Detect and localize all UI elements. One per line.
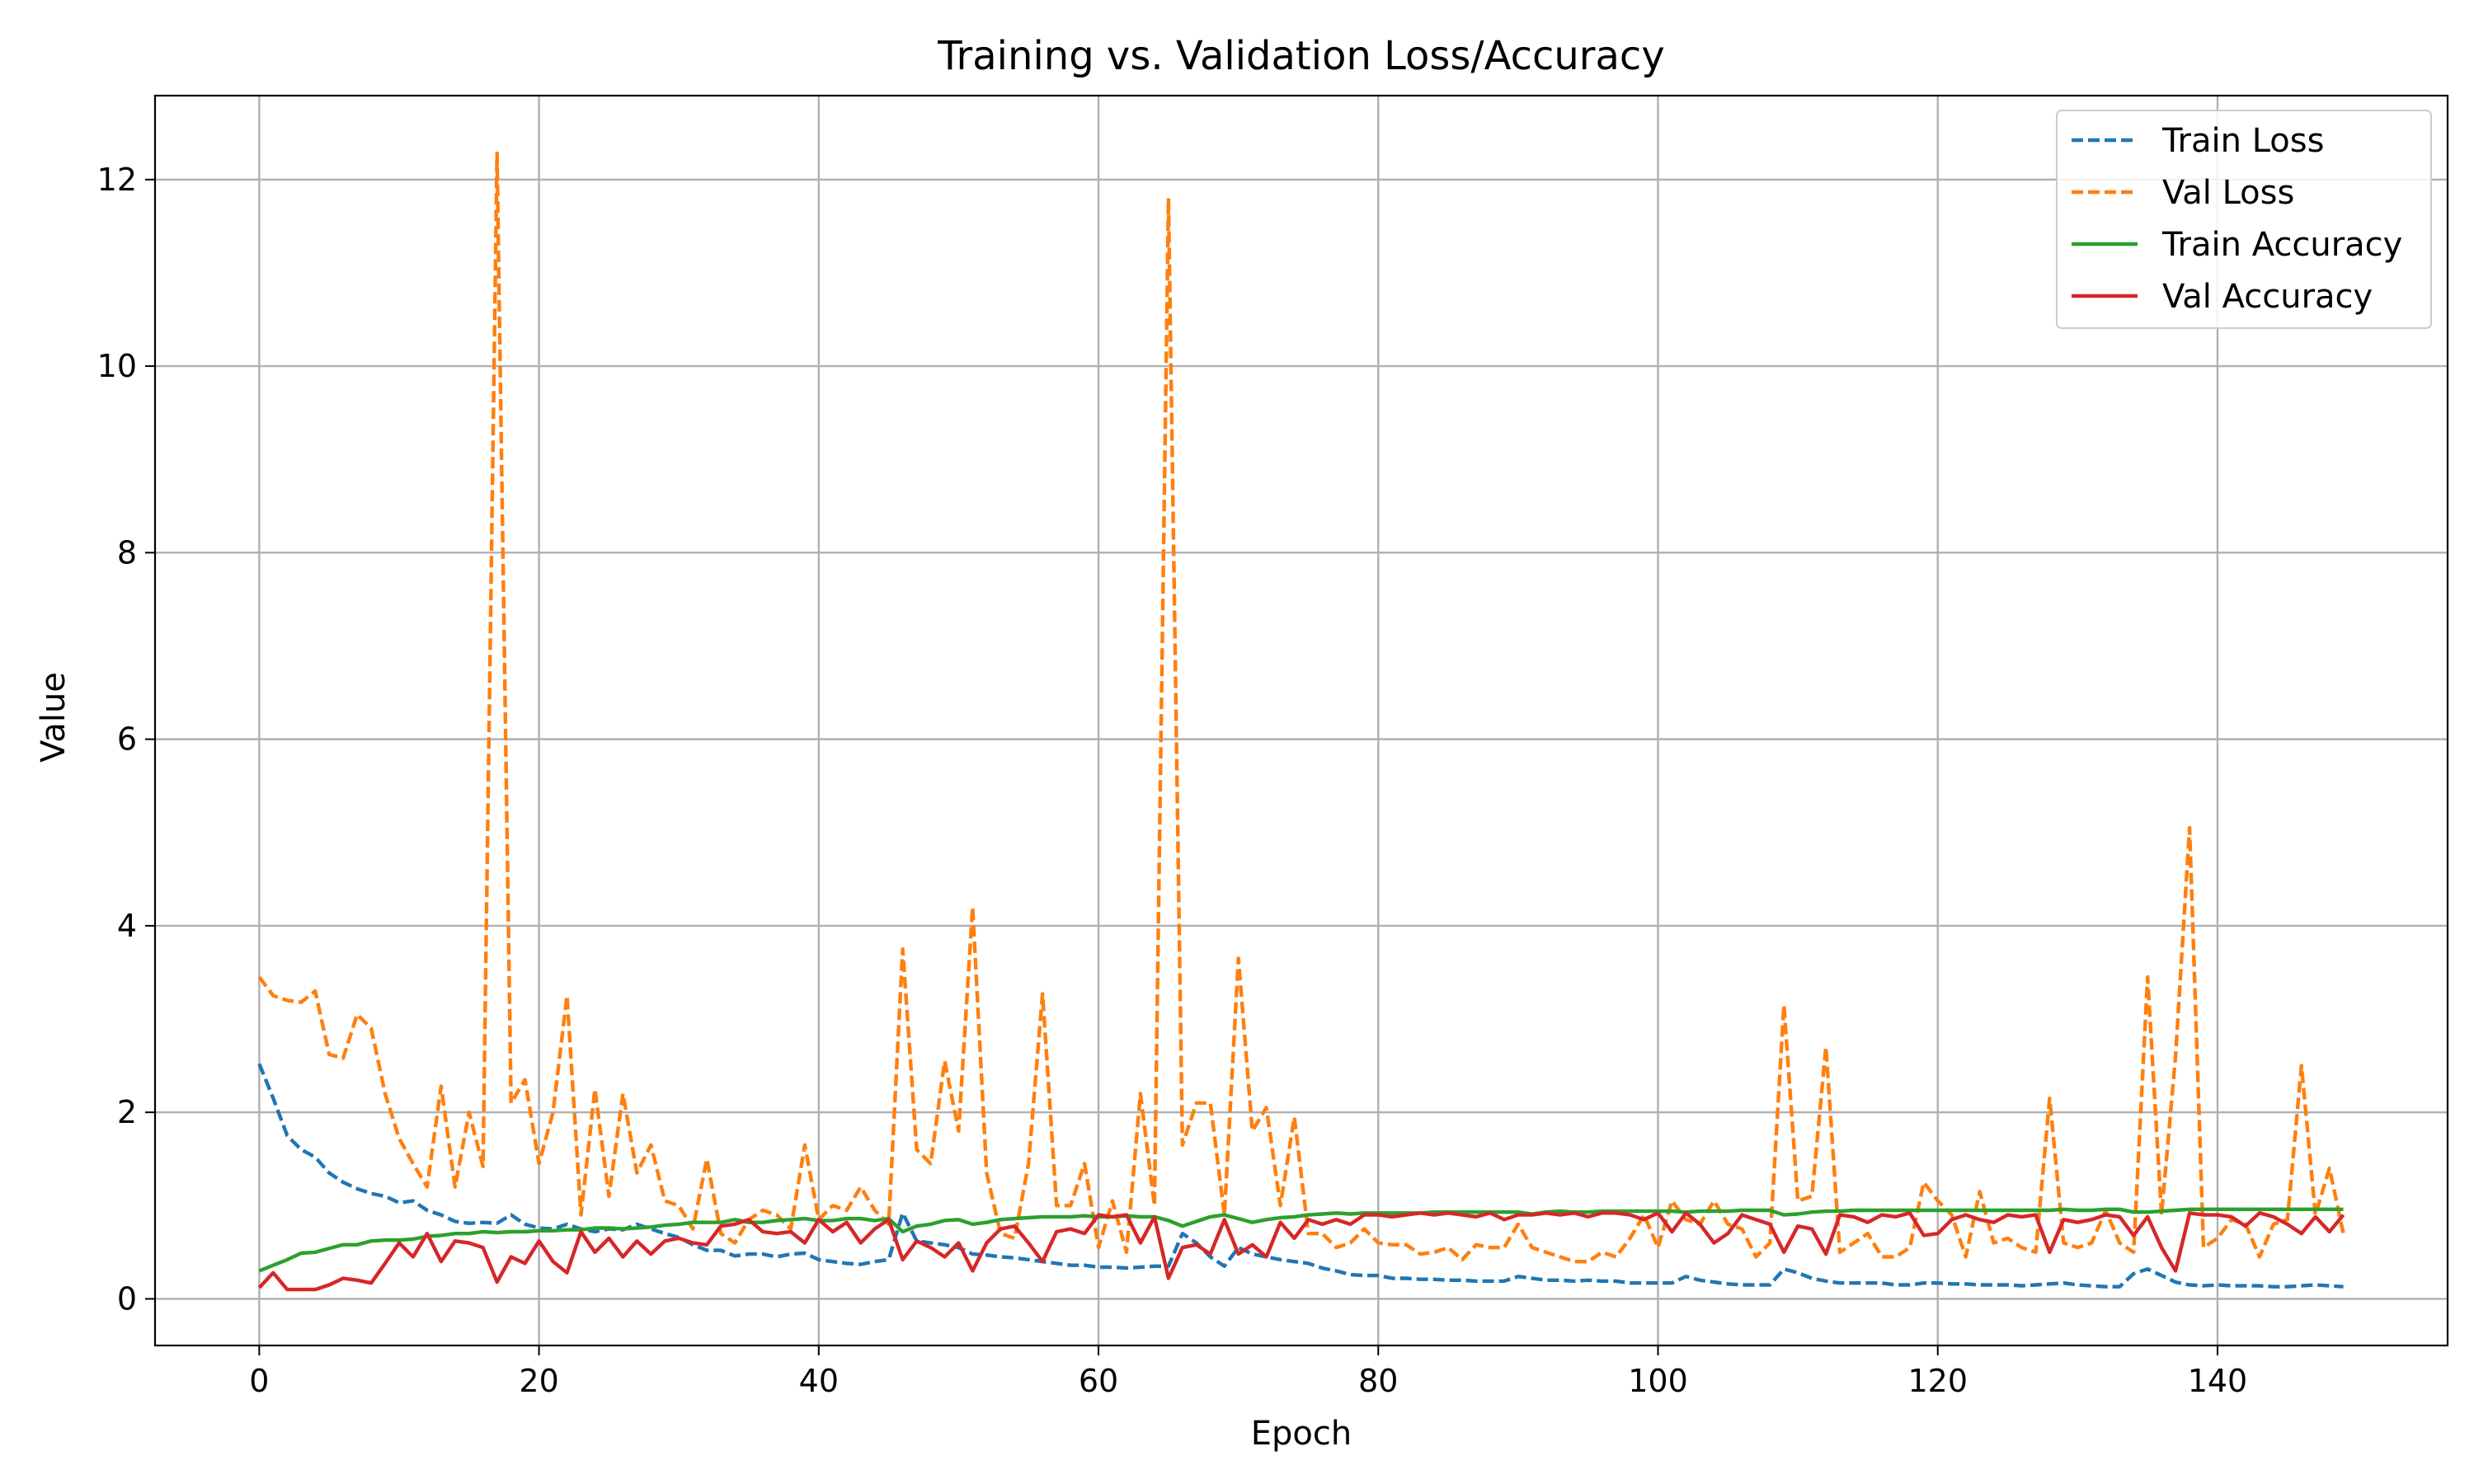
y-axis-ticks: 0 2 4 6 8 10 12 <box>97 162 155 1317</box>
x-tick-label: 40 <box>799 1363 839 1399</box>
y-tick-label: 4 <box>117 908 137 944</box>
x-tick-label: 120 <box>1907 1363 1968 1399</box>
legend-label-val-accuracy: Val Accuracy <box>2162 278 2373 316</box>
legend-label-train-accuracy: Train Accuracy <box>2161 226 2402 264</box>
x-tick-label: 20 <box>519 1363 558 1399</box>
x-axis-label: Epoch <box>1251 1415 1352 1453</box>
y-tick-label: 6 <box>117 721 137 758</box>
y-axis-label: Value <box>35 672 73 763</box>
x-axis-ticks: 0 20 40 60 80 100 120 140 <box>249 1345 2247 1399</box>
plot-frame <box>153 94 2449 1347</box>
x-tick-label: 0 <box>249 1363 269 1399</box>
y-tick-label: 2 <box>117 1094 137 1130</box>
x-tick-label: 60 <box>1079 1363 1118 1399</box>
chart-title: Training vs. Validation Loss/Accuracy <box>937 33 1664 79</box>
legend-box <box>2056 110 2432 329</box>
train-accuracy-line <box>258 1207 2344 1273</box>
x-tick-label: 140 <box>2188 1363 2248 1399</box>
val-accuracy-line <box>257 1211 2345 1292</box>
legend-label-val-loss: Val Loss <box>2162 174 2294 212</box>
y-tick-label: 10 <box>97 348 137 384</box>
x-tick-label: 100 <box>1628 1363 1688 1399</box>
legend-label-train-loss: Train Loss <box>2161 122 2324 160</box>
y-tick-label: 0 <box>117 1280 137 1317</box>
x-tick-label: 80 <box>1358 1363 1398 1399</box>
series-lines <box>257 151 2345 1292</box>
y-tick-label: 8 <box>117 534 137 571</box>
y-tick-label: 12 <box>97 162 137 198</box>
val-loss-line <box>257 151 2345 1264</box>
legend: Train Loss Val Loss Train Accuracy Val Accu… <box>2056 110 2432 329</box>
